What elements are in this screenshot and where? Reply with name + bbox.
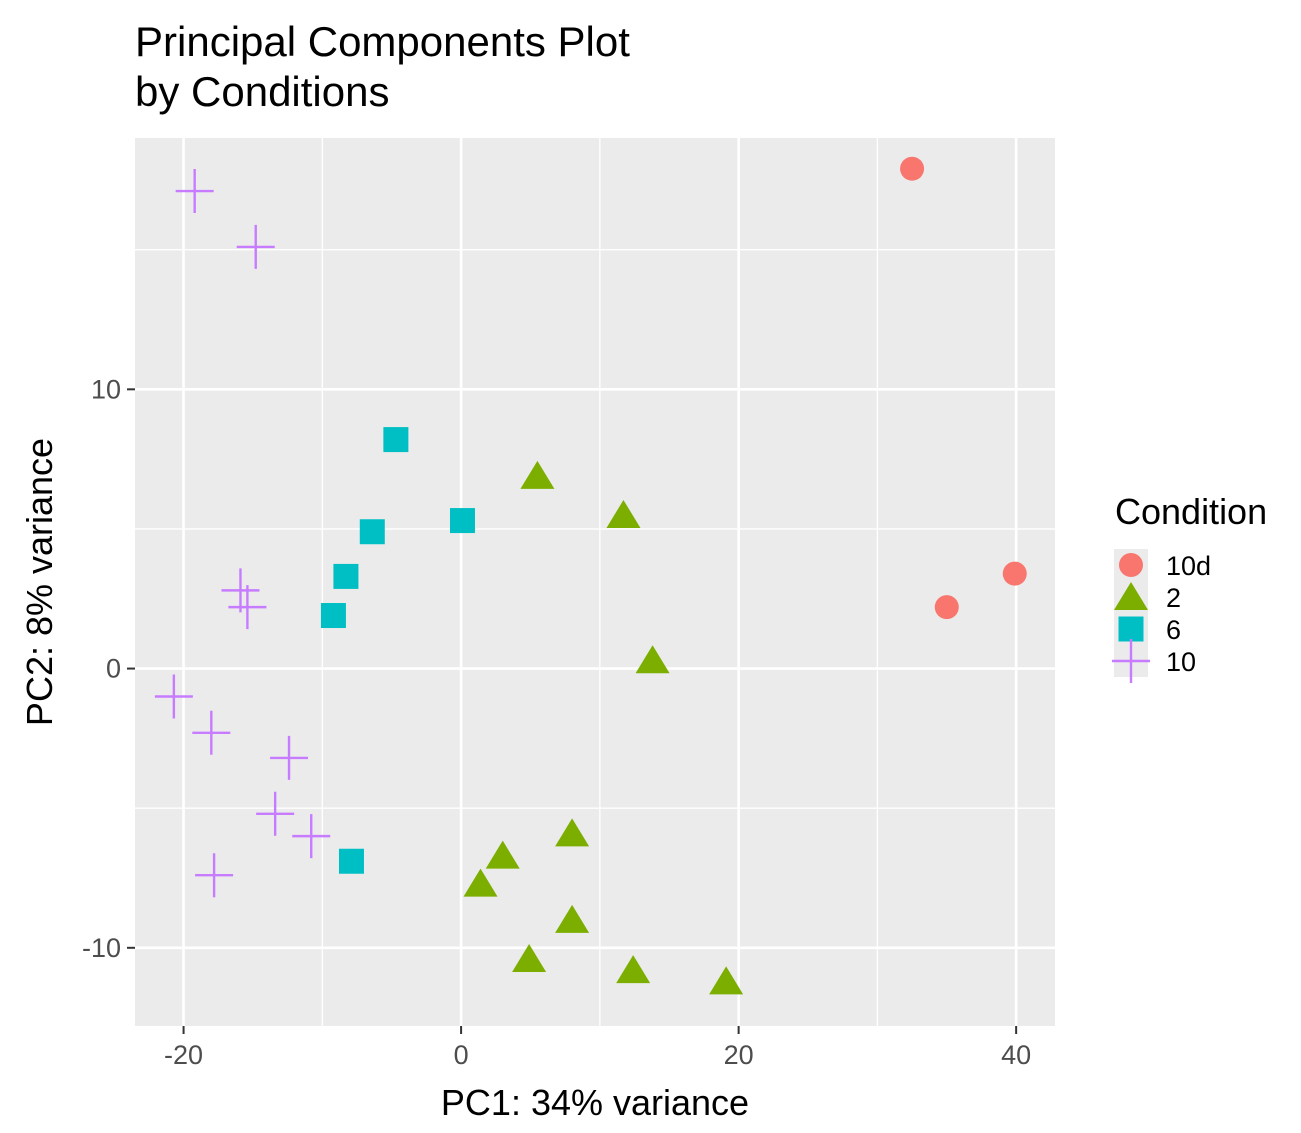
point-plus [256,791,295,836]
grid-lines [135,138,1055,1026]
point-plus [292,814,331,859]
y-tick-label: -10 [82,933,121,963]
legend-key-plus [1112,639,1150,683]
plot-panel [135,138,1055,1026]
point-triangle [520,460,555,489]
point-triangle [616,955,651,984]
y-tick-label: 0 [106,654,121,684]
point-plus [236,224,275,269]
point-square [449,508,475,534]
x-tick-label: 0 [454,1040,469,1070]
point-triangle [709,966,744,995]
point-plus [270,735,309,780]
point-triangle [635,645,670,674]
point-circle [934,595,959,620]
point-circle [900,156,925,181]
legend-key-circle [1119,553,1143,577]
point-plus [228,585,267,630]
legend-key-square [1118,616,1144,642]
point-triangle [555,818,590,847]
chart-title-line-1: Principal Components Plot [135,18,630,65]
legend-title: Condition [1115,491,1267,532]
point-triangle [606,499,641,528]
point-plus [175,169,214,214]
x-tick-label: 40 [1001,1040,1031,1070]
point-square [383,427,409,453]
legend-label: 6 [1166,615,1181,645]
point-square [359,519,385,545]
legend-label: 10d [1166,551,1211,581]
point-square [338,848,364,874]
point-plus [195,853,234,898]
legend-label: 10 [1166,647,1196,677]
axis-ticks: -20 0 20 40 -10 0 10 [82,374,1031,1070]
point-triangle [463,868,498,897]
data-points [154,156,1027,995]
point-plus [154,674,193,719]
chart-title-line-2: by Conditions [135,68,389,115]
point-triangle [485,840,520,869]
x-axis-title: PC1: 34% variance [441,1082,749,1123]
y-tick-label: 10 [91,374,121,404]
legend-key-triangle [1114,582,1148,610]
y-axis-title: PC2: 8% variance [19,438,60,726]
point-triangle [512,943,547,972]
point-plus [192,710,231,755]
point-square [320,603,346,629]
point-square [333,563,359,589]
point-triangle [555,904,590,933]
x-tick-label: 20 [724,1040,754,1070]
point-plus [221,568,260,613]
x-tick-label: -20 [164,1040,203,1070]
point-circle [1002,561,1027,586]
legend-label: 2 [1166,583,1181,613]
